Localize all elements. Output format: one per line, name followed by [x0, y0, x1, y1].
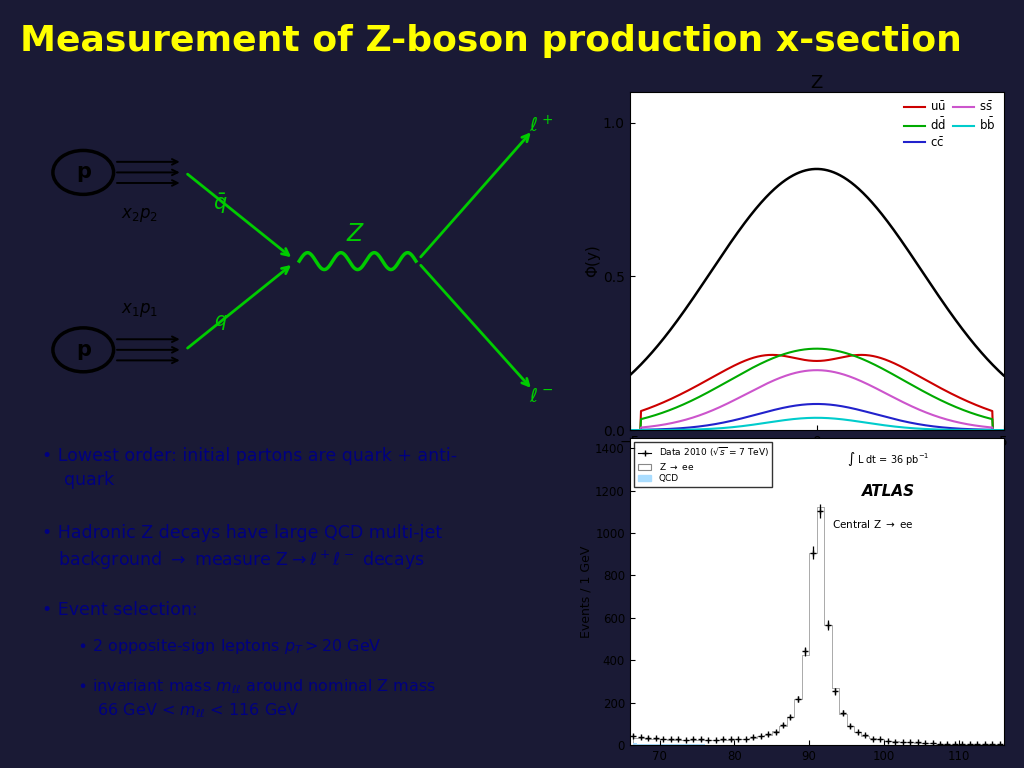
Text: Measurement of Z-boson production x-section: Measurement of Z-boson production x-sect…	[20, 25, 963, 58]
Legend: u$\bar{\rm u}$, d$\bar{\rm d}$, c$\bar{\rm c}$, s$\bar{\rm s}$, b$\bar{\rm b}$: u$\bar{\rm u}$, d$\bar{\rm d}$, c$\bar{\…	[902, 98, 997, 152]
Text: $x_1p_1$: $x_1p_1$	[121, 301, 159, 319]
Y-axis label: Events / 1 GeV: Events / 1 GeV	[580, 545, 592, 637]
Text: $\bullet$ invariant mass $m_{\ell\ell}$ around nominal Z mass
    66 GeV < $m_{\: $\bullet$ invariant mass $m_{\ell\ell}$ …	[78, 677, 436, 720]
Text: $x_2p_2$: $x_2p_2$	[121, 206, 158, 223]
Text: $q$: $q$	[214, 313, 227, 332]
Text: $\bar{q}$: $\bar{q}$	[213, 192, 227, 217]
Y-axis label: Φ(y): Φ(y)	[585, 245, 600, 277]
Text: $\ell^+$: $\ell^+$	[529, 115, 554, 137]
Text: Z: Z	[346, 222, 362, 246]
Text: p: p	[76, 339, 91, 360]
Text: $\ell^-$: $\ell^-$	[529, 387, 554, 406]
Text: • Event selection:: • Event selection:	[42, 601, 198, 618]
Text: ATLAS: ATLAS	[861, 484, 914, 499]
Text: • Hadronic Z decays have large QCD multi-jet
   background $\rightarrow$ measure: • Hadronic Z decays have large QCD multi…	[42, 524, 442, 572]
Legend: Data 2010 ($\sqrt{s}$ = 7 TeV), Z $\rightarrow$ ee, QCD: Data 2010 ($\sqrt{s}$ = 7 TeV), Z $\righ…	[634, 442, 772, 487]
Text: $\bullet$ 2 opposite-sign leptons $p_T$$>$20 GeV: $\bullet$ 2 opposite-sign leptons $p_T$$…	[78, 637, 382, 657]
Text: Central Z $\rightarrow$ ee: Central Z $\rightarrow$ ee	[831, 518, 913, 530]
Text: p: p	[76, 162, 91, 183]
X-axis label: y: y	[812, 455, 821, 472]
Title: Z: Z	[811, 74, 822, 92]
Text: $\int$ L dt = 36 pb$^{-1}$: $\int$ L dt = 36 pb$^{-1}$	[847, 450, 929, 468]
Text: • Lowest order: initial partons are quark + anti-
    quark: • Lowest order: initial partons are quar…	[42, 447, 458, 488]
